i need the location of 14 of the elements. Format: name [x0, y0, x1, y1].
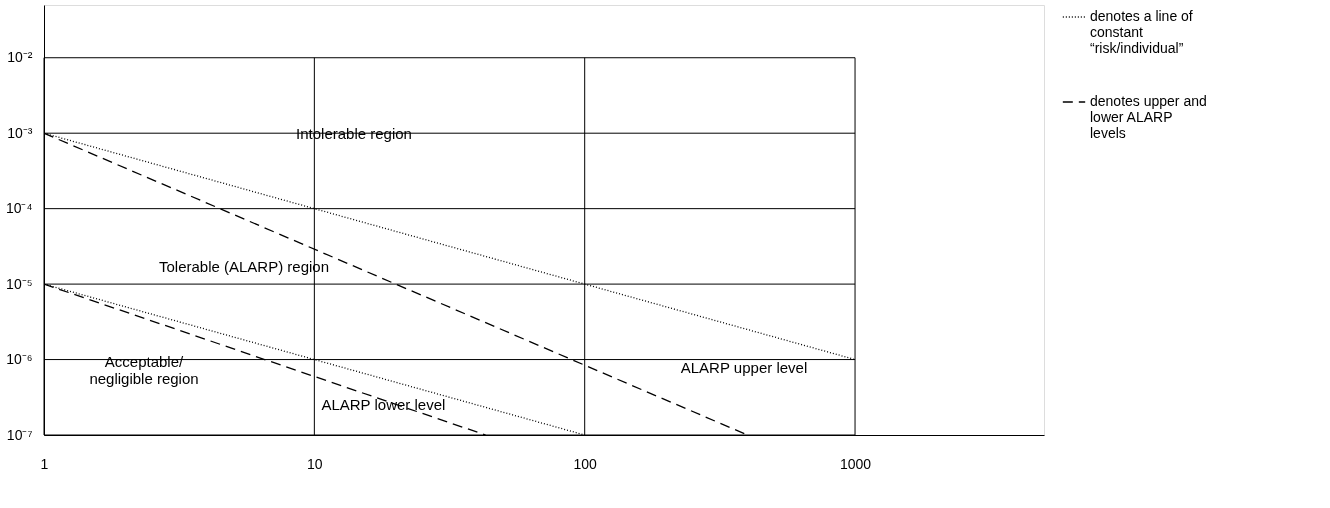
x-tick-label: 1 [40, 455, 49, 472]
x-tick-label: 1000 [839, 455, 872, 472]
legend-label: denotes upper and lower ALARP levels [1090, 93, 1207, 141]
legend-label: denotes a line of constant “risk/individual” [1090, 8, 1193, 56]
x-tick-label: 100 [573, 455, 598, 472]
y-tick-label: 10⁻⁵ [6, 275, 33, 292]
x-tick-label: 10 [307, 455, 323, 472]
annotation: ALARP lower level [321, 395, 446, 413]
y-tick-label: 10⁻⁶ [6, 351, 33, 368]
y-tick-label: 10⁻⁷ [6, 426, 33, 443]
y-tick-label: 10⁻³ [7, 124, 33, 141]
annotation: ALARP upper level [680, 359, 808, 377]
y-tick-label: 10⁻⁴ [5, 200, 33, 217]
y-tick-label: 10⁻² [7, 49, 33, 66]
